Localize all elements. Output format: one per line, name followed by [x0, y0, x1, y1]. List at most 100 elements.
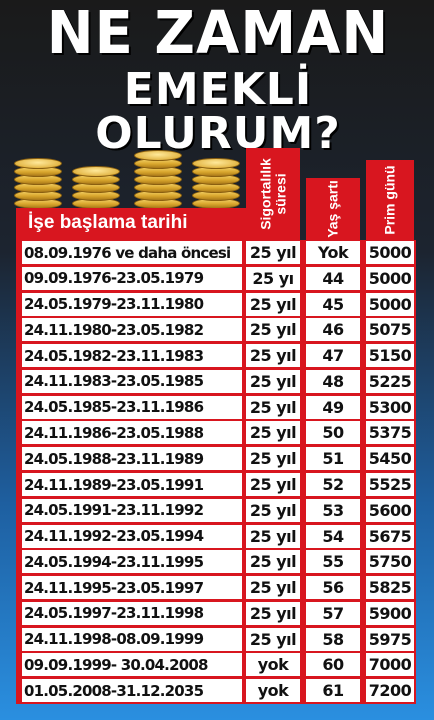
sigorta-cell: 25 yı: [246, 266, 300, 290]
yas-cell: 55: [306, 550, 360, 574]
yas-cell: 47: [306, 344, 360, 368]
table-row: 24.05.1982-23.11.1983 25 yıl 47 5150: [16, 343, 416, 369]
table-row: 24.11.1986-23.05.1988 25 yıl 50 5375: [16, 420, 416, 446]
title-line-2: EMEKLİ OLURUM?: [95, 64, 341, 159]
sigorta-cell: 25 yıl: [246, 421, 300, 445]
date-cell: 24.05.1997-23.11.1998: [22, 601, 242, 625]
sigorta-cell: 25 yıl: [246, 447, 300, 471]
date-cell: 24.11.1998-08.09.1999: [22, 627, 242, 651]
prim-cell: 5450: [366, 447, 414, 471]
sigorta-cell: 25 yıl: [246, 369, 300, 393]
sigorta-cell: 25 yıl: [246, 576, 300, 600]
sigorta-cell: 25 yıl: [246, 627, 300, 651]
retirement-table: 08.09.1976 ve daha öncesi 25 yıl Yok 5000 09…: [16, 240, 416, 704]
date-cell: 24.05.1991-23.11.1992: [22, 498, 242, 522]
table-row: 24.11.1980-23.05.1982 25 yıl 46 5075: [16, 317, 416, 343]
table-row: 24.11.1989-23.05.1991 25 yıl 52 5525: [16, 472, 416, 498]
sigorta-cell: 25 yıl: [246, 473, 300, 496]
yas-cell: 45: [306, 292, 360, 316]
sigorta-cell: 25 yıl: [246, 550, 300, 574]
table-row: 24.05.1979-23.11.1980 25 yıl 45 5000: [16, 292, 416, 318]
date-cell: 24.05.1982-23.11.1983: [22, 344, 242, 368]
prim-cell: 5000: [366, 292, 414, 316]
date-column-header: İşe başlama tarihi: [16, 208, 246, 240]
sigorta-cell: 25 yıl: [246, 241, 300, 264]
title-line-1: NE ZAMAN: [46, 0, 390, 68]
yas-column-header: Yaş şartı: [306, 178, 360, 240]
prim-cell: 5375: [366, 421, 414, 445]
yas-cell: 61: [306, 679, 360, 703]
date-cell: 24.11.1980-23.05.1982: [22, 318, 242, 342]
date-cell: 24.11.1986-23.05.1988: [22, 421, 242, 445]
yas-cell: 50: [306, 421, 360, 445]
date-cell: 24.11.1995-23.05.1997: [22, 576, 242, 600]
prim-cell: 5150: [366, 344, 414, 368]
coin-icon: [134, 150, 182, 161]
yas-cell: 46: [306, 318, 360, 342]
yas-header-label: Yaş şartı: [324, 180, 341, 238]
prim-cell: 5000: [366, 266, 414, 290]
date-cell: 24.05.1988-23.11.1989: [22, 447, 242, 471]
prim-cell: 5525: [366, 473, 414, 496]
sigorta-header-label: Sigortalılık süresi: [257, 158, 288, 230]
yas-cell: 49: [306, 395, 360, 419]
prim-cell: 5600: [366, 498, 414, 522]
prim-cell: 5900: [366, 601, 414, 625]
prim-cell: 7200: [366, 679, 414, 703]
table-row: 24.05.1985-23.11.1986 25 yıl 49 5300: [16, 395, 416, 421]
yas-cell: 53: [306, 498, 360, 522]
prim-cell: 5750: [366, 550, 414, 574]
table-row: 24.11.1992-23.05.1994 25 yıl 54 5675: [16, 524, 416, 550]
table-row: 09.09.1976-23.05.1979 25 yı 44 5000: [16, 266, 416, 292]
yas-cell: 48: [306, 369, 360, 393]
sigorta-cell: yok: [246, 679, 300, 703]
prim-column-header: Prim günü: [366, 160, 414, 240]
table-row: 24.11.1983-23.05.1985 25 yıl 48 5225: [16, 369, 416, 395]
yas-cell: 54: [306, 524, 360, 548]
prim-cell: 5000: [366, 241, 414, 264]
date-cell: 24.05.1979-23.11.1980: [22, 292, 242, 316]
sigorta-cell: 25 yıl: [246, 524, 300, 548]
table-row: 08.09.1976 ve daha öncesi 25 yıl Yok 5000: [16, 240, 416, 266]
sigorta-cell: 25 yıl: [246, 318, 300, 342]
table-row: 24.05.1991-23.11.1992 25 yıl 53 5600: [16, 498, 416, 524]
coin-stack: [14, 136, 62, 209]
table-row: 01.05.2008-31.12.2035 yok 61 7200: [16, 678, 416, 704]
page-title: NE ZAMAN EMEKLİ OLURUM?: [18, 0, 418, 159]
coin-stack: [72, 136, 120, 209]
yas-cell: 56: [306, 576, 360, 600]
sigorta-cell: 25 yıl: [246, 292, 300, 316]
yas-cell: 60: [306, 653, 360, 677]
table-row: 24.11.1995-23.05.1997 25 yıl 56 5825: [16, 575, 416, 601]
coin-icon: [72, 166, 120, 177]
date-cell: 24.05.1994-23.11.1995: [22, 550, 242, 574]
yas-cell: 52: [306, 473, 360, 496]
coin-stack: [192, 136, 240, 209]
yas-cell: Yok: [306, 241, 360, 264]
prim-header-label: Prim günü: [381, 165, 398, 235]
yas-cell: 57: [306, 601, 360, 625]
sigorta-cell: 25 yıl: [246, 395, 300, 419]
coin-stack: [134, 136, 182, 209]
sigorta-cell: 25 yıl: [246, 344, 300, 368]
sigorta-cell: yok: [246, 653, 300, 677]
date-cell: 24.11.1992-23.05.1994: [22, 524, 242, 548]
yas-cell: 51: [306, 447, 360, 471]
prim-cell: 5675: [366, 524, 414, 548]
prim-cell: 5225: [366, 369, 414, 393]
coin-icon: [192, 158, 240, 169]
date-cell: 09.09.1976-23.05.1979: [22, 266, 242, 290]
date-cell: 24.11.1989-23.05.1991: [22, 473, 242, 496]
date-cell: 24.11.1983-23.05.1985: [22, 369, 242, 393]
prim-cell: 5825: [366, 576, 414, 600]
table-row: 24.05.1994-23.11.1995 25 yıl 55 5750: [16, 549, 416, 575]
date-cell: 09.09.1999- 30.04.2008: [22, 653, 242, 677]
prim-cell: 5975: [366, 627, 414, 651]
table-row: 24.05.1988-23.11.1989 25 yıl 51 5450: [16, 446, 416, 472]
yas-cell: 44: [306, 266, 360, 290]
coin-icon: [14, 158, 62, 169]
date-cell: 08.09.1976 ve daha öncesi: [22, 241, 242, 264]
prim-cell: 7000: [366, 653, 414, 677]
sigorta-column-header: Sigortalılık süresi: [246, 148, 300, 240]
table-row: 24.11.1998-08.09.1999 25 yıl 58 5975: [16, 627, 416, 653]
